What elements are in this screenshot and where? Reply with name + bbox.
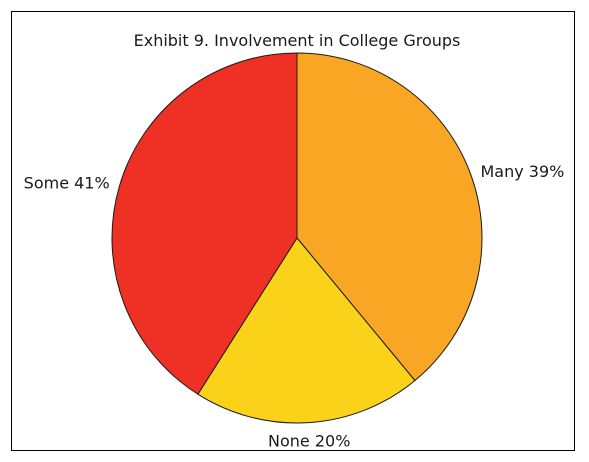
pie-slice-many (296, 52, 483, 382)
chart-title: Exhibit 9. Involvement in College Groups (134, 31, 461, 50)
pie-labels: Many 39% None 20% Some 41% (24, 162, 565, 451)
pie-label-many: Many 39% (481, 162, 565, 181)
pie-slices (111, 52, 483, 424)
pie-slice-none (197, 237, 416, 424)
pie-slice-some (111, 52, 298, 395)
pie-label-none: None 20% (268, 432, 350, 451)
pie-label-some: Some 41% (24, 174, 110, 193)
